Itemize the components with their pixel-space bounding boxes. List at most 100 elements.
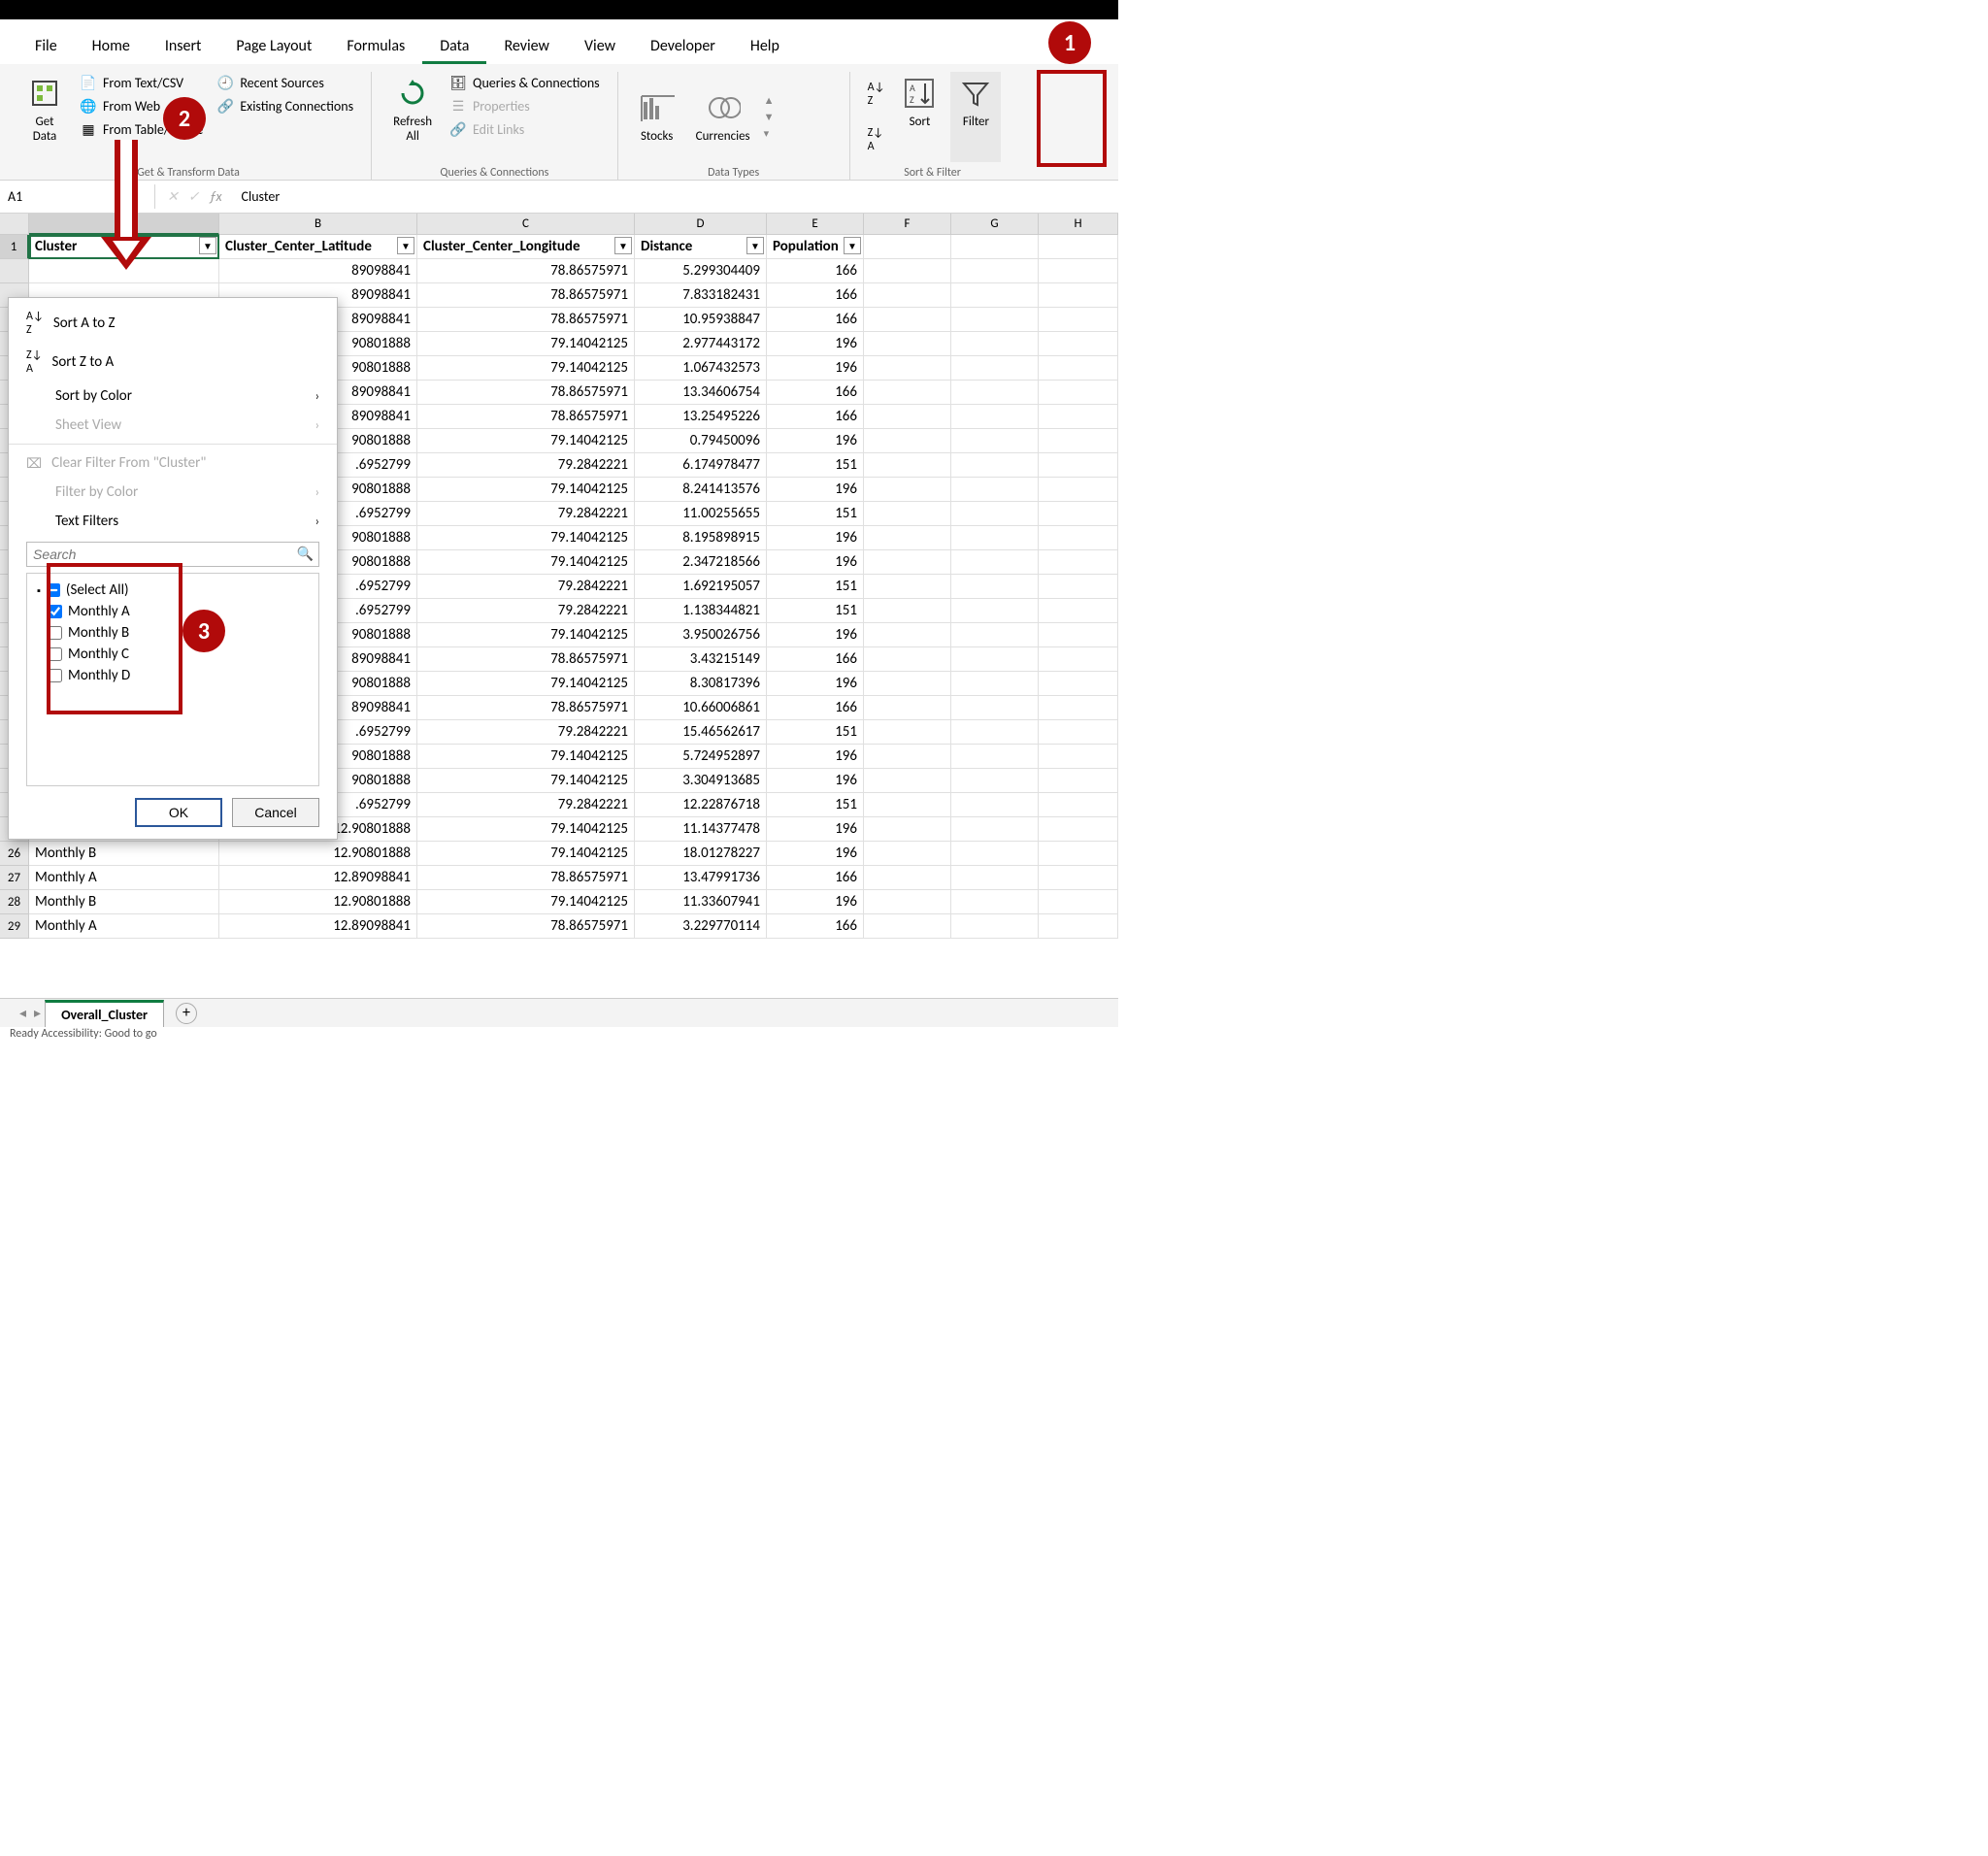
cell[interactable] [951, 745, 1039, 769]
filter-value-checkbox[interactable] [49, 647, 62, 661]
cell[interactable] [864, 235, 951, 259]
filter-search-input[interactable] [26, 542, 319, 567]
cell[interactable]: 79.14042125 [417, 429, 635, 453]
cell[interactable]: 13.47991736 [635, 866, 767, 890]
cell[interactable] [864, 502, 951, 526]
ribbon-tab-file[interactable]: File [17, 31, 75, 64]
cell[interactable] [951, 429, 1039, 453]
cell[interactable] [1039, 381, 1118, 405]
existing-connections-button[interactable]: 🔗Existing Connections [213, 95, 357, 116]
cell[interactable]: 79.14042125 [417, 526, 635, 550]
cell[interactable]: 13.25495226 [635, 405, 767, 429]
cell[interactable] [1039, 575, 1118, 599]
cell[interactable]: 8.241413576 [635, 478, 767, 502]
cell[interactable] [864, 866, 951, 890]
sheet-tab-overall-cluster[interactable]: Overall_Cluster [45, 1000, 164, 1027]
cell[interactable] [864, 842, 951, 866]
cell[interactable]: Monthly A [29, 866, 219, 890]
ribbon-tab-insert[interactable]: Insert [148, 31, 219, 64]
cell[interactable] [864, 405, 951, 429]
ribbon-tab-review[interactable]: Review [486, 31, 567, 64]
prev-sheet-icon[interactable]: ◂ [19, 1005, 26, 1021]
cell[interactable]: 79.2842221 [417, 793, 635, 817]
header-cell-latitude[interactable]: Cluster_Center_Latitude▼ [219, 235, 417, 259]
filter-value-checkbox[interactable] [49, 605, 62, 618]
cell[interactable]: 12.22876718 [635, 793, 767, 817]
text-filters[interactable]: Text Filters› [9, 507, 337, 536]
row-number[interactable]: 27 [0, 866, 29, 890]
cell[interactable] [864, 696, 951, 720]
cell[interactable] [951, 356, 1039, 381]
cell[interactable]: 12.90801888 [219, 842, 417, 866]
select-all-checkbox[interactable] [47, 583, 60, 597]
row-number[interactable]: 26 [0, 842, 29, 866]
cell[interactable]: 0.79450096 [635, 429, 767, 453]
ribbon-tab-help[interactable]: Help [733, 31, 797, 64]
cell[interactable]: 78.86575971 [417, 259, 635, 283]
header-cell-distance[interactable]: Distance▼ [635, 235, 767, 259]
cell[interactable]: 79.2842221 [417, 599, 635, 623]
cell[interactable] [951, 599, 1039, 623]
cell[interactable] [864, 623, 951, 647]
filter-value-checkbox[interactable] [49, 669, 62, 682]
cell[interactable] [1039, 429, 1118, 453]
stocks-data-type[interactable]: Stocks [632, 86, 682, 148]
cell[interactable]: 5.724952897 [635, 745, 767, 769]
cell[interactable]: 10.95938847 [635, 308, 767, 332]
cell[interactable]: 11.14377478 [635, 817, 767, 842]
cell[interactable]: 79.2842221 [417, 502, 635, 526]
row-number[interactable]: 28 [0, 890, 29, 914]
cell[interactable] [864, 817, 951, 842]
cell[interactable] [951, 381, 1039, 405]
cell[interactable]: 11.33607941 [635, 890, 767, 914]
cell[interactable] [1039, 502, 1118, 526]
expand-icon[interactable]: ▾ [764, 127, 775, 140]
cell[interactable] [864, 769, 951, 793]
select-all-item[interactable]: ▪ (Select All) [33, 580, 313, 601]
cell[interactable]: 79.14042125 [417, 332, 635, 356]
cell[interactable]: 79.14042125 [417, 550, 635, 575]
row-number[interactable]: 29 [0, 914, 29, 939]
cell[interactable]: 79.14042125 [417, 672, 635, 696]
cell[interactable]: 2.977443172 [635, 332, 767, 356]
cell[interactable]: Monthly B [29, 842, 219, 866]
cell[interactable] [951, 283, 1039, 308]
ribbon-tab-page-layout[interactable]: Page Layout [218, 31, 329, 64]
cell[interactable]: 79.2842221 [417, 453, 635, 478]
cell[interactable]: 79.14042125 [417, 356, 635, 381]
filter-dropdown-button[interactable]: ▼ [397, 237, 414, 254]
cell[interactable]: 166 [767, 647, 864, 672]
cell[interactable] [1039, 720, 1118, 745]
enter-formula-icon[interactable]: ✓ [188, 188, 200, 205]
cell[interactable] [951, 235, 1039, 259]
refresh-all-button[interactable]: Refresh All [385, 72, 440, 162]
cell[interactable]: 196 [767, 356, 864, 381]
sort-z-to-a[interactable]: Z↓ASort Z to A [9, 343, 337, 381]
cell[interactable] [864, 550, 951, 575]
cell[interactable]: 79.14042125 [417, 817, 635, 842]
cell[interactable] [864, 332, 951, 356]
cell[interactable] [1039, 308, 1118, 332]
cell[interactable] [1039, 526, 1118, 550]
from-text-csv-button[interactable]: 📄From Text/CSV [76, 72, 207, 93]
cell[interactable]: 196 [767, 769, 864, 793]
cell[interactable] [864, 914, 951, 939]
filter-button[interactable]: Filter [950, 72, 1001, 162]
ribbon-tab-home[interactable]: Home [75, 31, 148, 64]
add-sheet-button[interactable]: + [176, 1003, 197, 1024]
sort-asc-button[interactable]: A↓Z [864, 79, 889, 110]
cell[interactable] [951, 405, 1039, 429]
filter-dropdown-button[interactable]: ▼ [746, 237, 764, 254]
cell[interactable] [1039, 405, 1118, 429]
cell[interactable] [951, 526, 1039, 550]
cancel-button[interactable]: Cancel [232, 798, 319, 827]
cell[interactable]: 2.347218566 [635, 550, 767, 575]
cell[interactable]: 12.89098841 [219, 866, 417, 890]
cell[interactable] [1039, 478, 1118, 502]
cell[interactable] [1039, 817, 1118, 842]
cell[interactable]: 3.229770114 [635, 914, 767, 939]
sort-by-color[interactable]: Sort by Color› [9, 381, 337, 411]
cell[interactable] [864, 599, 951, 623]
cell[interactable]: 1.692195057 [635, 575, 767, 599]
cell[interactable]: 151 [767, 793, 864, 817]
